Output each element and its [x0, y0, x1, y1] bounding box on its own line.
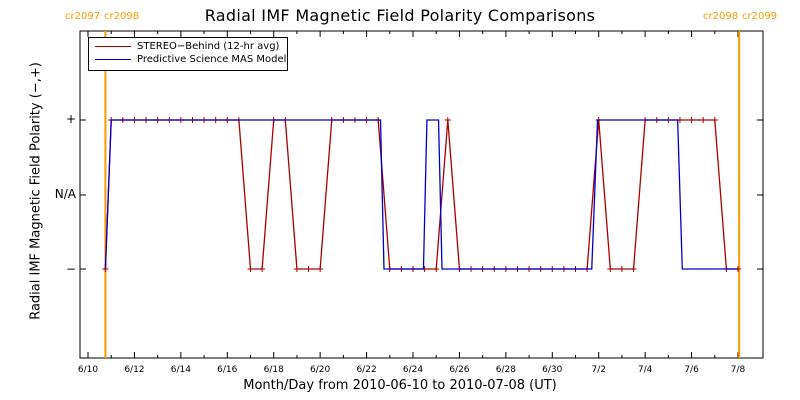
cr-label-left-b: cr2098	[104, 11, 140, 22]
stereo-series-line	[104, 119, 738, 270]
y-tick-plus: +	[65, 112, 76, 126]
x-tick-label: 6/14	[171, 365, 191, 375]
cr-label-right-a: cr2098	[703, 11, 739, 22]
x-tick-label: 6/10	[78, 365, 98, 375]
x-tick-label: 6/30	[542, 365, 562, 375]
chart-title: Radial IMF Magnetic Field Polarity Compa…	[204, 6, 596, 25]
legend-swatch-model	[95, 58, 131, 60]
x-tick-label: 7/2	[591, 365, 605, 375]
y-axis-label: Radial IMF Magnetic Field Polarity (−,+)	[28, 62, 44, 320]
plot-frame	[79, 30, 764, 359]
x-tick-label: 6/18	[264, 365, 284, 375]
x-tick-label: 6/16	[217, 365, 237, 375]
x-tick-label: 7/8	[731, 365, 746, 375]
y-tick-minus: −	[65, 262, 76, 276]
x-tick-marks	[87, 31, 739, 358]
legend-item-model: Predictive Science MAS Model	[95, 54, 286, 66]
series-lines	[102, 117, 741, 272]
x-tick-labels: 6/10 6/12 6/14 6/16 6/18 6/20 6/22 6/24 6/26 6/28…	[78, 365, 746, 375]
legend-swatch-stereo	[95, 45, 131, 47]
carrington-markers	[104, 31, 741, 358]
x-tick-label: 6/26	[449, 365, 469, 375]
x-tick-label: 7/4	[638, 365, 653, 375]
legend-label-stereo: STEREO−Behind (12-hr avg)	[137, 41, 280, 52]
x-tick-label: 6/28	[496, 365, 516, 375]
x-tick-label: 6/22	[356, 365, 376, 375]
legend: STEREO−Behind (12-hr avg) Predictive Sci…	[88, 37, 288, 71]
x-tick-label: 6/24	[403, 365, 423, 375]
legend-item-stereo: STEREO−Behind (12-hr avg)	[95, 41, 279, 53]
y-tick-na: N/A	[54, 187, 76, 201]
x-tick-label: 6/20	[310, 365, 330, 375]
model-series-line	[104, 119, 738, 270]
cr-label-right-b: cr2099	[742, 11, 778, 22]
x-tick-label: 6/12	[124, 365, 144, 375]
x-tick-label: 7/6	[684, 365, 699, 375]
x-axis-label: Month/Day from 2010-06-10 to 2010-07-08 …	[243, 378, 557, 393]
legend-label-model: Predictive Science MAS Model	[137, 54, 287, 65]
y-tick-marks	[80, 119, 763, 270]
cr-label-left-a: cr2097	[65, 11, 101, 22]
